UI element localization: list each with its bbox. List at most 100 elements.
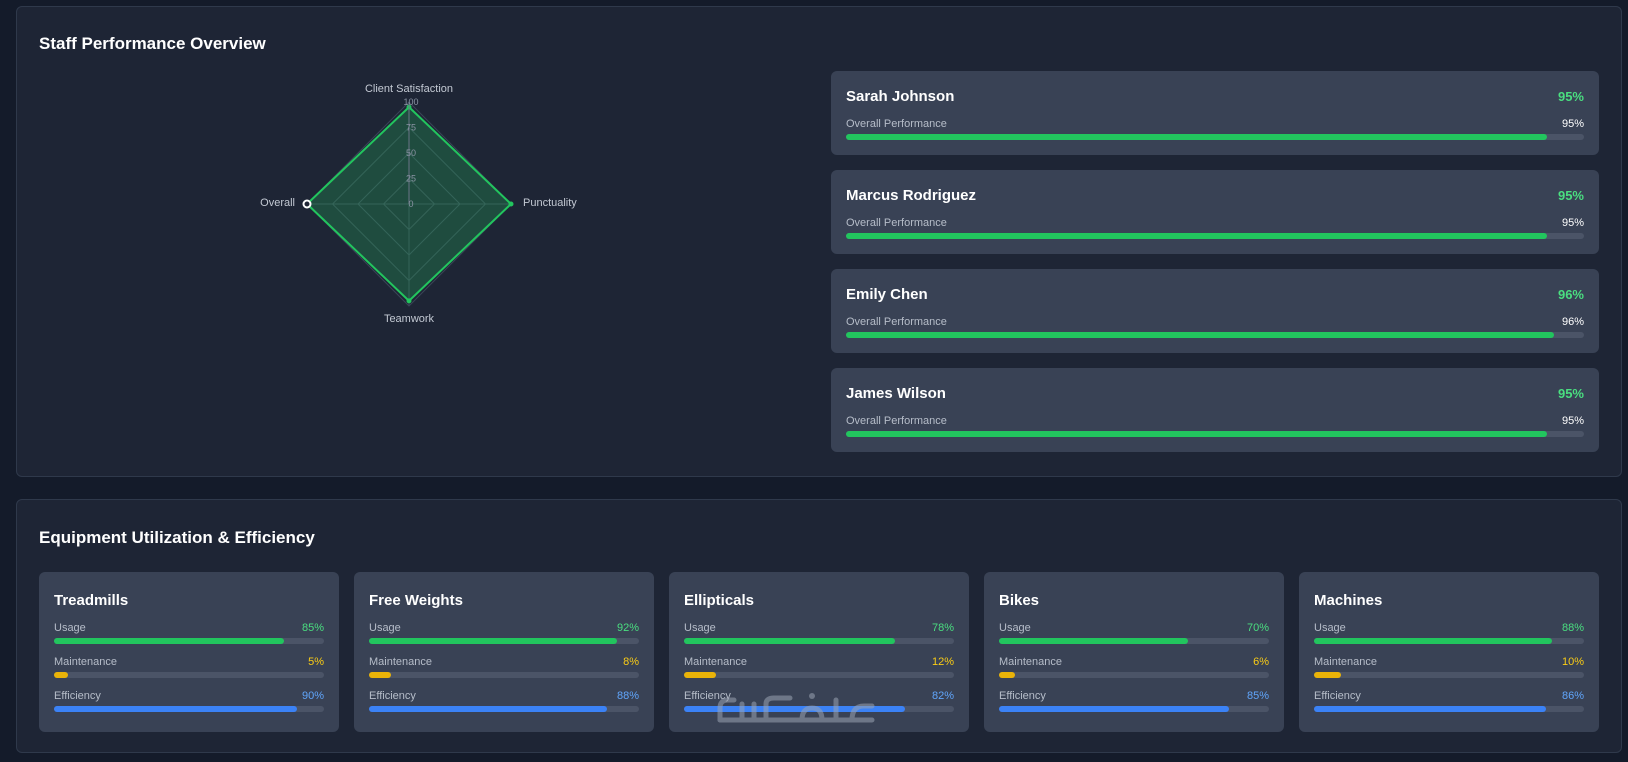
metric-value: 8% (623, 656, 639, 668)
metric-value: 6% (1253, 656, 1269, 668)
equipment-card[interactable]: Treadmills Usage 85% Maintenance 5% Efficienc… (39, 572, 339, 732)
radar-point[interactable] (406, 298, 412, 304)
staff-card[interactable]: Marcus Rodriguez 95% Overall Performance 95… (831, 170, 1599, 254)
staff-metric-value: 95% (1561, 217, 1584, 229)
metric-label: Efficiency (1314, 690, 1361, 702)
staff-metric-value: 95% (1561, 118, 1584, 130)
radar-scale-label: 75 (406, 123, 416, 133)
staff-metric-value: 96% (1561, 316, 1584, 328)
metric-progress-track (999, 706, 1269, 712)
metric-label: Efficiency (999, 690, 1046, 702)
equipment-metric-maintenance: Maintenance 6% (999, 656, 1269, 686)
equipment-metric-efficiency: Efficiency 85% (999, 690, 1269, 720)
metric-progress-track (1314, 672, 1584, 678)
metric-value: 5% (308, 656, 324, 668)
metric-label: Efficiency (369, 690, 416, 702)
metric-progress-fill (999, 638, 1188, 644)
equipment-metric-maintenance: Maintenance 5% (54, 656, 324, 686)
metric-label: Usage (54, 622, 86, 634)
metric-progress-fill (369, 672, 391, 678)
equipment-name: Machines (1314, 592, 1383, 609)
equipment-metric-efficiency: Efficiency 88% (369, 690, 639, 720)
equipment-name: Ellipticals (684, 592, 755, 609)
metric-progress-fill (369, 638, 618, 644)
staff-card[interactable]: Sarah Johnson 95% Overall Performance 95% (831, 71, 1599, 155)
radar-scale-label: 0 (408, 199, 413, 209)
radar-axis-label: Teamwork (384, 313, 435, 325)
staff-progress-fill (846, 233, 1548, 239)
radar-point[interactable] (302, 199, 312, 209)
metric-label: Usage (999, 622, 1031, 634)
equipment-name: Treadmills (54, 592, 129, 609)
equipment-section-title: Equipment Utilization & Efficiency (39, 528, 315, 547)
metric-progress-fill (999, 706, 1229, 712)
staff-progress-fill (846, 134, 1548, 140)
metric-progress-track (684, 672, 954, 678)
equipment-card[interactable]: Bikes Usage 70% Maintenance 6% Efficiency 85% (984, 572, 1284, 732)
metric-progress-fill (54, 672, 68, 678)
metric-value: 82% (931, 690, 954, 702)
staff-score: 95% (1557, 386, 1584, 401)
equipment-metric-efficiency: Efficiency 90% (54, 690, 324, 720)
equipment-card[interactable]: Free Weights Usage 92% Maintenance 8% Efficie… (354, 572, 654, 732)
staff-name: Sarah Johnson (846, 88, 955, 105)
metric-progress-track (999, 672, 1269, 678)
radar-scale-labels: 0 25 50 75 100 (403, 97, 418, 209)
metric-progress-fill (1314, 672, 1341, 678)
metric-progress-track (54, 706, 324, 712)
metric-label: Usage (369, 622, 401, 634)
equipment-metric-usage: Usage 88% (1314, 622, 1584, 652)
staff-section-title: Staff Performance Overview (39, 34, 266, 53)
metric-progress-fill (684, 706, 906, 712)
equipment-metric-usage: Usage 70% (999, 622, 1269, 652)
metric-progress-fill (54, 638, 284, 644)
radar-chart: 0 25 50 75 100 Client Satisfaction Punctualit… (260, 83, 577, 325)
equipment-metric-maintenance: Maintenance 10% (1314, 656, 1584, 686)
staff-progress-track (846, 233, 1584, 239)
equipment-metric-usage: Usage 78% (684, 622, 954, 652)
watermark-icon (717, 693, 875, 723)
metric-value: 85% (301, 622, 324, 634)
metric-label: Usage (684, 622, 716, 634)
metric-progress-track (1314, 638, 1584, 644)
equipment-metric-maintenance: Maintenance 12% (684, 656, 954, 686)
radar-axis-labels: Client Satisfaction Punctuality Teamwork Ov… (260, 83, 577, 325)
metric-label: Efficiency (684, 690, 731, 702)
staff-metric-value: 95% (1561, 415, 1584, 427)
metric-label: Usage (1314, 622, 1346, 634)
metric-progress-track (999, 638, 1269, 644)
staff-card[interactable]: James Wilson 95% Overall Performance 95% (831, 368, 1599, 452)
metric-progress-fill (999, 672, 1016, 678)
metric-progress-track (1314, 706, 1584, 712)
metric-progress-track (54, 672, 324, 678)
metric-progress-fill (54, 706, 297, 712)
staff-metric-label: Overall Performance (846, 118, 947, 130)
staff-metric-label: Overall Performance (846, 316, 947, 328)
metric-value: 78% (931, 622, 954, 634)
equipment-name: Free Weights (369, 592, 463, 609)
metric-progress-fill (1314, 638, 1552, 644)
staff-progress-track (846, 332, 1584, 338)
staff-card[interactable]: Emily Chen 96% Overall Performance 96% (831, 269, 1599, 353)
staff-name: James Wilson (846, 385, 946, 402)
equipment-metric-efficiency: Efficiency 86% (1314, 690, 1584, 720)
metric-value: 70% (1246, 622, 1269, 634)
radar-scale-label: 25 (406, 174, 416, 184)
staff-name: Emily Chen (846, 286, 928, 303)
metric-value: 88% (1561, 622, 1584, 634)
metric-value: 12% (931, 656, 954, 668)
metric-progress-fill (369, 706, 607, 712)
radar-point[interactable] (508, 201, 514, 207)
radar-axis-label: Punctuality (523, 197, 577, 209)
metric-value: 88% (616, 690, 639, 702)
staff-progress-track (846, 134, 1584, 140)
metric-value: 85% (1246, 690, 1269, 702)
equipment-card[interactable]: Machines Usage 88% Maintenance 10% Efficiency… (1299, 572, 1599, 732)
watermark-logo (712, 690, 882, 731)
staff-progress-fill (846, 332, 1555, 338)
staff-metric-label: Overall Performance (846, 415, 947, 427)
equipment-metric-usage: Usage 85% (54, 622, 324, 652)
staff-progress-fill (846, 431, 1548, 437)
metric-progress-track (684, 638, 954, 644)
metric-progress-track (369, 706, 639, 712)
